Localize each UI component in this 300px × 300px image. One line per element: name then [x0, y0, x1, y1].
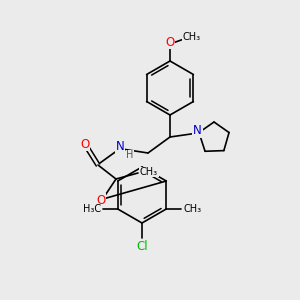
Text: methoxy: methoxy [185, 40, 191, 42]
Text: N: N [116, 140, 124, 154]
Text: H₃C: H₃C [83, 204, 101, 214]
Text: CH₃: CH₃ [140, 167, 158, 177]
Text: N: N [194, 124, 202, 137]
Text: CH₃: CH₃ [183, 204, 201, 214]
Text: CH₃: CH₃ [183, 32, 201, 42]
Text: O: O [96, 194, 106, 206]
Text: H: H [126, 150, 134, 160]
Text: Cl: Cl [136, 239, 148, 253]
Text: N: N [193, 124, 201, 137]
Text: O: O [165, 35, 175, 49]
Text: O: O [80, 137, 90, 151]
